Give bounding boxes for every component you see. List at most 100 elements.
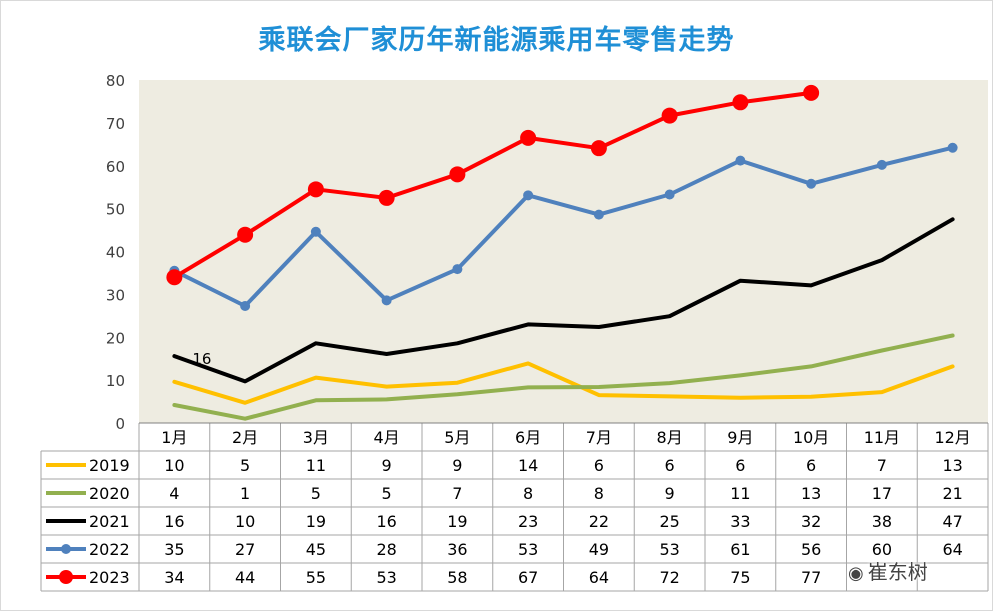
table-cell-value: 53 bbox=[518, 540, 538, 559]
table-cell-value: 17 bbox=[872, 484, 892, 503]
x-tick-label: 12月 bbox=[934, 428, 970, 447]
x-tick-label: 5月 bbox=[444, 428, 470, 447]
data-point-2022 bbox=[735, 155, 746, 166]
table-cell-value: 58 bbox=[447, 568, 467, 587]
wechat-icon: ◉ bbox=[848, 563, 864, 584]
table-cell-value: 56 bbox=[801, 540, 821, 559]
y-tick-label: 50 bbox=[106, 201, 125, 219]
y-tick-label: 80 bbox=[106, 72, 125, 90]
table-cell-value: 72 bbox=[659, 568, 679, 587]
series-line-2021 bbox=[172, 217, 955, 384]
data-point-2022 bbox=[664, 189, 675, 200]
table-cell-value: 49 bbox=[589, 540, 609, 559]
data-label: 16 bbox=[192, 350, 211, 368]
table-cell-value: 10 bbox=[164, 456, 184, 475]
table-cell-value: 21 bbox=[942, 484, 962, 503]
x-tick-label: 6月 bbox=[515, 428, 541, 447]
table-cell-value: 6 bbox=[665, 456, 675, 475]
data-point-2022 bbox=[381, 295, 392, 306]
table-cell-value: 9 bbox=[665, 484, 675, 503]
table-cell-value: 38 bbox=[872, 512, 892, 531]
series-line-2023 bbox=[172, 90, 814, 280]
table-cell-value: 64 bbox=[942, 540, 962, 559]
data-point-2023 bbox=[237, 226, 254, 243]
table-cell-value: 10 bbox=[235, 512, 255, 531]
watermark: ◉ 崔东树 bbox=[848, 556, 928, 585]
table-cell-value: 7 bbox=[452, 484, 462, 503]
data-point-2023 bbox=[520, 129, 537, 146]
legend-label: 2020 bbox=[89, 484, 130, 503]
data-point-2023 bbox=[732, 94, 749, 111]
y-tick-label: 10 bbox=[106, 372, 125, 390]
table-cell-value: 64 bbox=[589, 568, 609, 587]
legend-label: 2019 bbox=[89, 456, 130, 475]
table-cell-value: 33 bbox=[730, 512, 750, 531]
x-tick-label: 10月 bbox=[793, 428, 829, 447]
legend-label: 2022 bbox=[89, 540, 130, 559]
table-cell-value: 9 bbox=[382, 456, 392, 475]
table-cell-value: 23 bbox=[518, 512, 538, 531]
x-tick-label: 11月 bbox=[864, 428, 900, 447]
table-cell-value: 4 bbox=[169, 484, 179, 503]
legend-label: 2021 bbox=[89, 512, 130, 531]
table-cell-value: 55 bbox=[306, 568, 326, 587]
y-tick-label: 70 bbox=[106, 115, 125, 133]
data-point-2022 bbox=[310, 226, 321, 237]
y-tick-label: 0 bbox=[115, 415, 125, 433]
x-tick-label: 3月 bbox=[303, 428, 329, 447]
chart-title: 乘联会厂家历年新能源乘用车零售走势 bbox=[258, 25, 735, 56]
table-cell-value: 5 bbox=[382, 484, 392, 503]
table-cell-value: 8 bbox=[523, 484, 533, 503]
table-cell-value: 45 bbox=[306, 540, 326, 559]
x-tick-label: 8月 bbox=[657, 428, 683, 447]
x-tick-label: 4月 bbox=[374, 428, 400, 447]
data-point-2022 bbox=[806, 178, 817, 189]
legend-marker-2023 bbox=[59, 570, 73, 584]
legend-marker-2022 bbox=[61, 544, 71, 554]
data-point-2022 bbox=[593, 209, 604, 220]
x-tick-label: 1月 bbox=[161, 428, 187, 447]
data-point-2022 bbox=[947, 142, 958, 153]
data-point-2023 bbox=[307, 181, 324, 198]
table-cell-value: 47 bbox=[942, 512, 962, 531]
watermark-text: 崔东树 bbox=[867, 560, 928, 584]
table-cell-value: 6 bbox=[735, 456, 745, 475]
table-cell-value: 22 bbox=[589, 512, 609, 531]
y-tick-label: 40 bbox=[106, 244, 125, 262]
series-line-2019 bbox=[172, 361, 955, 405]
table-cell-value: 61 bbox=[730, 540, 750, 559]
legend-label: 2023 bbox=[89, 568, 130, 587]
data-point-2023 bbox=[166, 269, 183, 286]
table-cell-value: 53 bbox=[376, 568, 396, 587]
data-point-2022 bbox=[240, 300, 251, 311]
y-tick-label: 30 bbox=[106, 286, 125, 304]
table-cell-value: 44 bbox=[235, 568, 255, 587]
data-point-2022 bbox=[523, 190, 534, 201]
plot-area bbox=[139, 80, 988, 423]
table-cell-value: 13 bbox=[801, 484, 821, 503]
data-point-2023 bbox=[590, 140, 607, 157]
table-cell-value: 75 bbox=[730, 568, 750, 587]
table-cell-value: 14 bbox=[518, 456, 538, 475]
table-cell-value: 19 bbox=[306, 512, 326, 531]
series-line-2020 bbox=[172, 333, 955, 421]
data-point-2023 bbox=[378, 189, 395, 206]
table-cell-value: 16 bbox=[164, 512, 184, 531]
table-cell-value: 11 bbox=[306, 456, 326, 475]
table-cell-value: 6 bbox=[806, 456, 816, 475]
x-tick-label: 7月 bbox=[586, 428, 612, 447]
table-cell-value: 6 bbox=[594, 456, 604, 475]
y-tick-label: 60 bbox=[106, 158, 125, 176]
table-cell-value: 5 bbox=[240, 456, 250, 475]
y-tick-label: 20 bbox=[106, 329, 125, 347]
table-cell-value: 34 bbox=[164, 568, 184, 587]
table-cell-value: 35 bbox=[164, 540, 184, 559]
table-cell-value: 53 bbox=[659, 540, 679, 559]
data-point-2022 bbox=[876, 159, 887, 170]
table-cell-value: 5 bbox=[311, 484, 321, 503]
data-point-2023 bbox=[449, 166, 466, 183]
table-cell-value: 36 bbox=[447, 540, 467, 559]
table-cell-value: 9 bbox=[452, 456, 462, 475]
table-cell-value: 25 bbox=[659, 512, 679, 531]
